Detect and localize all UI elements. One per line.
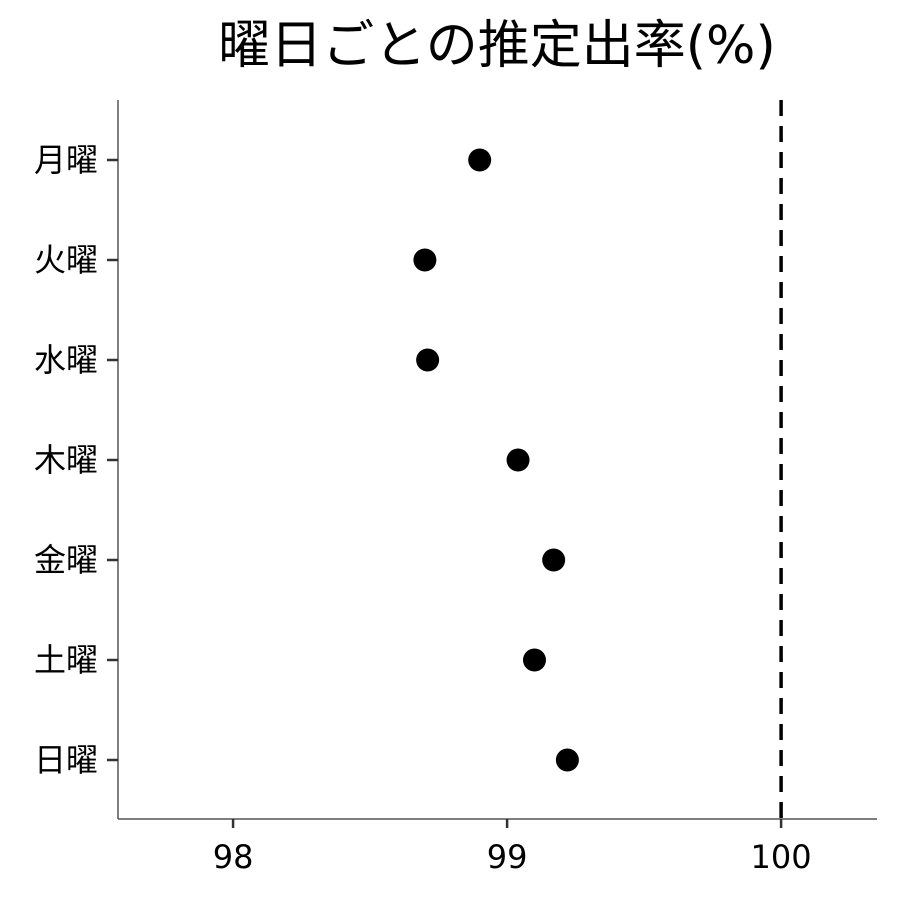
y-tick-label: 月曜	[34, 141, 98, 179]
y-tick-label: 火曜	[34, 241, 98, 279]
y-tick-label: 木曜	[34, 441, 98, 479]
data-point	[542, 548, 566, 572]
y-tick-label: 日曜	[34, 741, 98, 779]
data-point	[416, 348, 440, 372]
data-point	[413, 248, 437, 272]
data-point	[555, 748, 579, 772]
data-point	[522, 648, 546, 672]
y-tick-label: 土曜	[34, 641, 98, 679]
x-tick-label: 100	[751, 838, 812, 876]
data-point	[506, 448, 530, 472]
y-tick-label: 金曜	[34, 541, 98, 579]
y-tick-label: 水曜	[34, 341, 98, 379]
x-tick-label: 99	[487, 838, 528, 876]
chart-title: 曜日ごとの推定出率(%)	[218, 16, 775, 76]
data-point	[468, 148, 492, 172]
x-tick-label: 98	[213, 838, 254, 876]
